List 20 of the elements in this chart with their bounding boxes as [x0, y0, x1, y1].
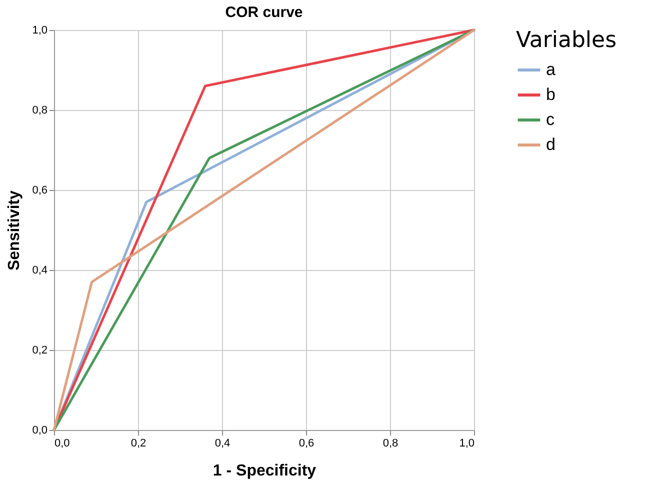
y-axis-title: Sensitivity	[6, 190, 24, 271]
x-axis-title: 1 - Specificity	[212, 462, 316, 480]
legend-label: b	[546, 85, 556, 104]
legend-label: d	[546, 135, 556, 154]
x-tick-label: 0,4	[214, 438, 230, 450]
x-tick-label: 0,6	[298, 438, 314, 450]
y-tick-label: 0,4	[32, 264, 48, 276]
legend-label: a	[546, 60, 556, 79]
legend-title: Variables	[516, 28, 617, 53]
y-tick-label: 0,0	[32, 424, 48, 436]
x-tick-label: 0,2	[130, 438, 146, 450]
x-tick-label: 1,0	[459, 438, 474, 450]
x-tick-label: 0,0	[54, 438, 70, 450]
y-tick-label: 0,6	[32, 184, 48, 196]
y-tick-label: 0,2	[32, 344, 48, 356]
legend-label: c	[546, 110, 555, 129]
chart-title: COR curve	[225, 4, 303, 21]
y-tick-label: 0,8	[32, 104, 48, 116]
x-tick-label: 0,8	[382, 438, 398, 450]
y-tick-label: 1,0	[32, 24, 48, 36]
